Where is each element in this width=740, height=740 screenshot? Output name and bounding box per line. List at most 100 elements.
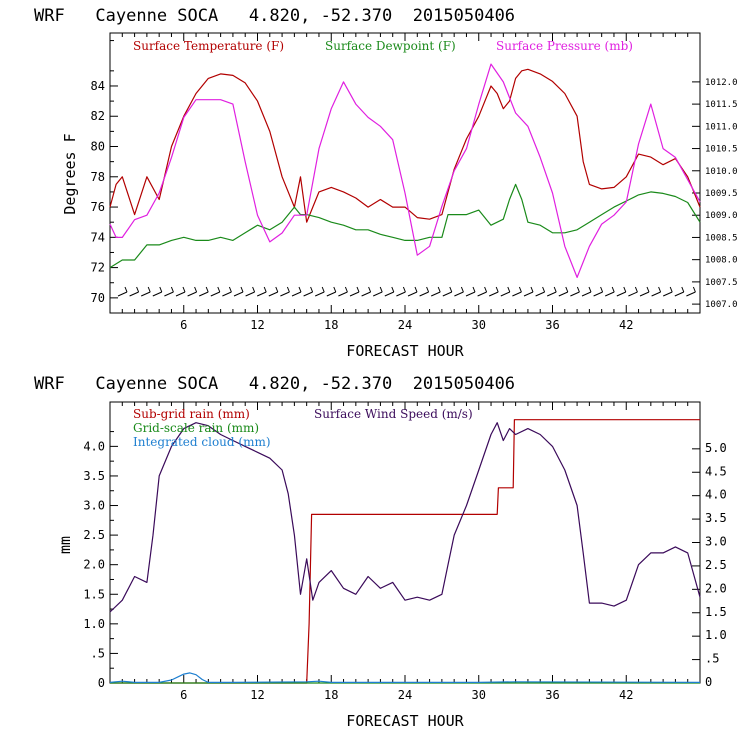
- wind-barb-flag: [623, 286, 627, 293]
- y-tick-label: 4.0: [83, 439, 105, 453]
- legend-surface-pressure: Surface Pressure (mb): [496, 39, 633, 53]
- wind-barb-flag: [576, 286, 580, 293]
- y2-tick-label: .5: [705, 652, 719, 666]
- panel2-title: WRF Cayenne SOCA 4.820, -52.370 20150504…: [34, 374, 515, 394]
- wind-barb-shaft: [349, 291, 360, 297]
- wind-barb-flag: [263, 286, 267, 293]
- wind-barb-flag: [228, 286, 232, 293]
- panel1-frame: [109, 32, 701, 314]
- legend-subgrid-rain: Sub-grid rain (mm): [133, 407, 250, 421]
- panel1-ylabel: Degrees F: [61, 133, 79, 214]
- y2-tick-label: 3.5: [705, 511, 727, 525]
- wind-barb-shaft: [488, 291, 499, 297]
- y2-tick-label: 4.5: [705, 464, 727, 478]
- y2-tick-label: 5.0: [705, 441, 727, 455]
- y-tick-label: 72: [91, 261, 105, 275]
- wind-barb-shaft: [651, 291, 661, 297]
- wind-barb-shaft: [129, 291, 139, 297]
- y-tick-label: 80: [91, 140, 105, 154]
- wind-barb-flag: [286, 286, 290, 293]
- y-tick-label: 2.5: [83, 528, 105, 542]
- wind-barb-shaft: [140, 291, 151, 297]
- wind-barb-shaft: [616, 291, 627, 297]
- wind-barb-shaft: [442, 291, 453, 297]
- y2-tick-label: 3.0: [705, 535, 727, 549]
- wind-barb-flag: [391, 286, 395, 293]
- wind-barb-flag: [460, 286, 464, 293]
- y2-tick-label: 1007.5: [705, 278, 738, 288]
- y-tick-label: 1.0: [83, 617, 105, 631]
- wind-barb-shaft: [454, 291, 464, 297]
- wind-barb-shaft: [396, 291, 406, 297]
- x-tick-label: 6: [180, 318, 187, 332]
- y-tick-label: 74: [91, 230, 105, 244]
- y2-tick-label: 1.5: [705, 605, 727, 619]
- panel1-x-ticks: 6 12 18 24 30 36 42: [121, 33, 689, 332]
- wind-barb-shaft: [326, 291, 337, 297]
- y2-tick-label: 2.0: [705, 581, 727, 595]
- wind-barb-shaft: [686, 291, 696, 297]
- wind-barb-flag: [194, 286, 198, 293]
- x-tick-label: 18: [324, 688, 338, 702]
- wind-barb-flag: [275, 286, 279, 293]
- wind-barb-flag: [449, 286, 453, 293]
- wind-barb-flag: [646, 286, 650, 293]
- legend-surface-dewpoint: Surface Dewpoint (F): [325, 39, 456, 53]
- y-tick-label: 3.5: [83, 469, 105, 483]
- panel2-ylabel: mm: [56, 536, 74, 554]
- y-tick-label: 2.0: [83, 558, 105, 572]
- wind-barb-flag: [310, 286, 314, 293]
- wind-barb-flag: [669, 286, 673, 293]
- x-tick-label: 36: [545, 688, 559, 702]
- panel1-y2-ticks: 1007.0 1007.5 1008.0 1008.5 1009.0 1009.5 1010…: [692, 78, 738, 310]
- wind-barb-flag: [588, 286, 592, 293]
- wind-barb-shaft: [361, 291, 371, 297]
- wind-barb-flag: [205, 286, 209, 293]
- wind-barb-shaft: [256, 291, 267, 297]
- legend-surface-temperature: Surface Temperature (F): [133, 39, 284, 53]
- panel2-xlabel: FORECAST HOUR: [346, 712, 464, 730]
- panel1-xlabel: FORECAST HOUR: [346, 342, 464, 360]
- wind-barb-shaft: [384, 291, 395, 297]
- wind-barb-shaft: [245, 291, 255, 297]
- wind-barb-shaft: [500, 291, 511, 297]
- wind-barb-shaft: [164, 291, 174, 297]
- wind-barb-flag: [437, 286, 441, 293]
- y-tick-label: 0: [98, 676, 105, 690]
- wind-barb-flag: [658, 286, 662, 293]
- y2-tick-label: 4.0: [705, 488, 727, 502]
- panel1-wind-barbs: [117, 286, 696, 297]
- wind-barb-flag: [553, 286, 557, 293]
- wind-barb-flag: [484, 286, 488, 293]
- wind-barb-shaft: [117, 291, 128, 297]
- x-tick-label: 24: [398, 688, 412, 702]
- wind-barb-shaft: [593, 291, 603, 297]
- wind-barb-flag: [692, 286, 696, 293]
- x-tick-label: 12: [250, 318, 264, 332]
- wind-barb-flag: [379, 286, 383, 293]
- wind-barb-shaft: [570, 291, 580, 297]
- x-tick-label: 12: [250, 688, 264, 702]
- wind-barb-flag: [472, 286, 476, 293]
- wind-barb-shaft: [303, 291, 313, 297]
- wind-barb-shaft: [604, 291, 615, 297]
- y2-tick-label: 2.5: [705, 558, 727, 572]
- y2-tick-label: 1008.0: [705, 256, 738, 266]
- wind-barb-flag: [426, 286, 430, 293]
- panel2-y-ticks: 0 .5 1.0 1.5 2.0 2.5 3.0 3.5 4.0: [83, 431, 118, 690]
- wind-barb-flag: [565, 286, 569, 293]
- y2-tick-label: 1011.0: [705, 122, 738, 132]
- wind-barb-flag: [414, 286, 418, 293]
- wind-barb-flag: [368, 286, 372, 293]
- wind-barb-shaft: [639, 291, 650, 297]
- wind-barb-flag: [542, 286, 546, 293]
- wind-barb-flag: [634, 286, 638, 293]
- x-tick-label: 24: [398, 318, 412, 332]
- wind-barb-shaft: [430, 291, 441, 297]
- wind-barb-shaft: [187, 291, 197, 297]
- wind-barb-flag: [321, 286, 325, 293]
- y2-tick-label: 1009.0: [705, 211, 738, 221]
- wind-barb-shaft: [372, 291, 383, 297]
- wind-barb-shaft: [628, 291, 638, 297]
- wind-barb-shaft: [175, 291, 186, 297]
